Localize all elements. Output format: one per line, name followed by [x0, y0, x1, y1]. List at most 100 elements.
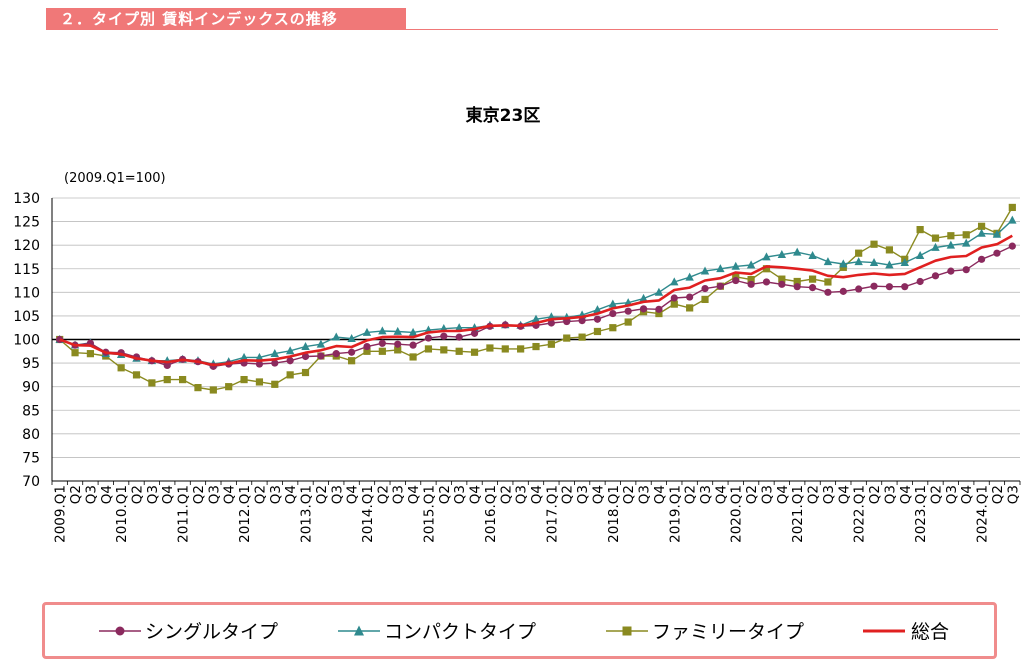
point-single	[947, 267, 955, 275]
x-tick-label: Q2	[806, 485, 822, 504]
x-tick-label: Q3	[1005, 485, 1021, 504]
x-tick-label: 2022.Q1	[852, 485, 868, 543]
y-tick-label: 80	[22, 427, 40, 443]
point-compact	[285, 346, 295, 355]
point-single	[1008, 242, 1016, 250]
x-tick-label: 2011.Q1	[176, 485, 192, 543]
point-single	[578, 317, 586, 325]
point-single	[378, 339, 386, 347]
point-single	[609, 309, 617, 318]
legend-label-single: シングルタイプ	[145, 621, 279, 643]
point-compact	[992, 229, 1002, 238]
point-family	[778, 275, 786, 283]
x-tick-label: Q4	[836, 485, 852, 504]
point-family	[855, 249, 863, 257]
point-compact	[823, 257, 833, 266]
y-tick-label: 105	[13, 309, 40, 325]
point-compact	[1008, 215, 1017, 224]
point-family	[1008, 203, 1016, 212]
y-tick-label: 125	[13, 215, 40, 231]
point-family	[132, 371, 141, 379]
point-single	[563, 317, 571, 326]
point-single	[424, 334, 433, 342]
x-tick-label: Q4	[959, 485, 975, 504]
point-single	[394, 340, 402, 348]
point-single	[455, 333, 463, 341]
x-tick-label: 2016.Q1	[483, 485, 499, 543]
x-tick-label: Q3	[637, 485, 653, 504]
legend-label-family: ファミリータイプ	[652, 621, 805, 643]
x-tick-label: Q2	[621, 485, 637, 504]
base-note: (2009.Q1=100)	[64, 171, 166, 186]
point-compact	[793, 247, 802, 256]
x-tick-label: Q4	[775, 485, 791, 504]
point-compact	[670, 277, 679, 286]
point-compact	[301, 341, 310, 350]
x-tick-label: Q3	[329, 485, 345, 504]
x-tick-label: 2021.Q1	[790, 485, 806, 543]
point-compact	[531, 314, 541, 323]
y-tick-label: 110	[13, 285, 40, 301]
point-family	[286, 371, 294, 379]
point-compact	[946, 240, 956, 249]
x-tick-label: Q2	[375, 485, 391, 504]
point-family	[440, 346, 448, 354]
x-tick-label: Q2	[252, 485, 268, 504]
point-family	[409, 353, 417, 361]
x-tick-label: 2018.Q1	[606, 485, 622, 543]
point-compact	[362, 327, 372, 336]
point-single	[363, 342, 371, 351]
x-tick-label: Q3	[821, 485, 837, 504]
point-compact	[255, 352, 264, 361]
point-single	[686, 293, 694, 301]
point-family	[931, 234, 940, 242]
legend-item-family: ファミリータイプ	[606, 605, 804, 656]
point-single	[716, 282, 724, 290]
x-tick-label: Q4	[160, 485, 176, 504]
point-family	[885, 246, 893, 254]
point-single	[824, 288, 832, 296]
point-family	[348, 357, 356, 365]
legend-marker-single	[99, 626, 141, 635]
x-tick-label: Q2	[68, 485, 84, 504]
point-family	[470, 348, 479, 356]
point-compact	[962, 238, 971, 247]
point-single	[670, 294, 678, 302]
point-compact	[839, 259, 848, 268]
point-compact	[777, 250, 787, 258]
x-tick-label: 2024.Q1	[975, 485, 991, 543]
point-family	[916, 226, 924, 234]
point-single	[255, 360, 264, 368]
point-family	[977, 222, 986, 230]
point-single	[639, 305, 648, 313]
legend-label-compact: コンパクトタイプ	[384, 621, 537, 643]
x-tick-label: Q2	[560, 485, 576, 504]
point-family	[209, 386, 217, 394]
point-compact	[316, 339, 326, 348]
point-family	[962, 231, 970, 239]
x-tick-label: Q2	[744, 485, 760, 504]
point-single	[624, 307, 632, 315]
point-single	[701, 284, 709, 293]
point-family	[732, 273, 740, 281]
point-compact	[931, 242, 940, 251]
point-compact	[347, 333, 356, 342]
point-family	[394, 346, 402, 354]
x-tick-label: 2012.Q1	[237, 485, 253, 543]
point-compact	[915, 250, 925, 259]
point-family	[624, 318, 632, 326]
legend-item-single: シングルタイプ	[99, 605, 278, 656]
x-tick-label: Q2	[437, 485, 453, 504]
point-compact	[977, 228, 986, 237]
point-family	[747, 275, 755, 284]
series-line-none	[59, 234, 1013, 367]
point-compact	[408, 327, 418, 336]
point-family	[455, 347, 463, 355]
y-tick-label: 70	[22, 474, 40, 490]
rent-index-chart: 東京23区 (2009.Q1=100) 70 75 80 85 90 95 100 105 11…	[13, 105, 1021, 543]
point-compact	[808, 250, 817, 259]
point-single	[808, 284, 817, 292]
point-family	[947, 232, 955, 240]
point-compact	[239, 352, 249, 361]
point-family	[301, 368, 310, 377]
